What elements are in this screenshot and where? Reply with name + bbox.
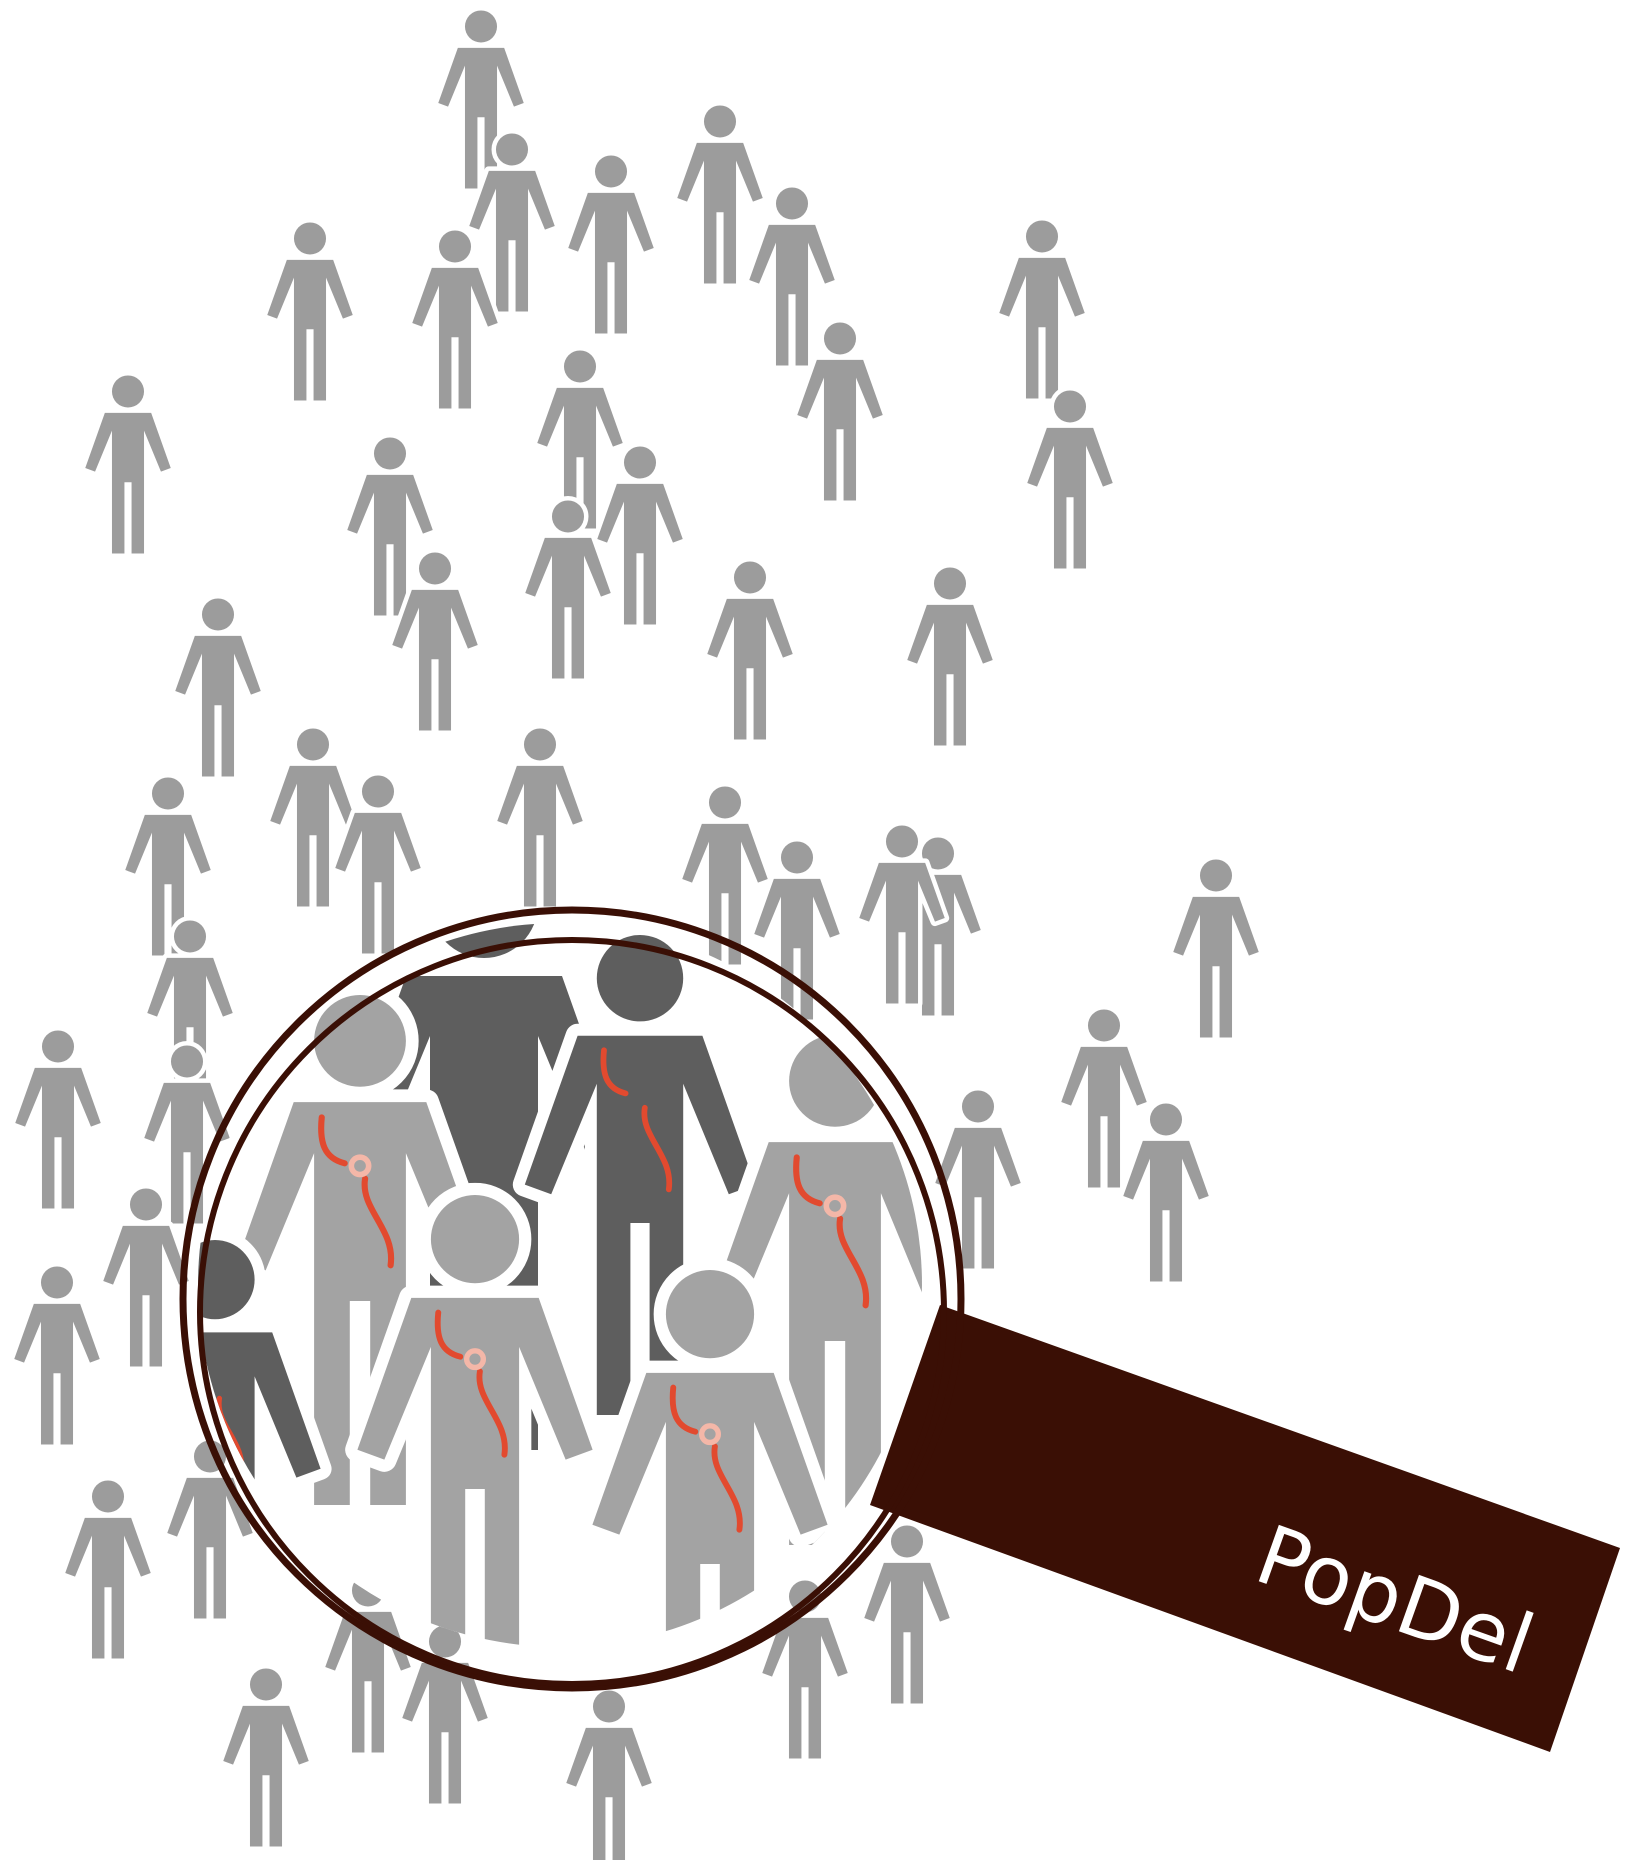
person-icon [167, 1440, 252, 1618]
lens-view [198, 923, 922, 1647]
chromosome-deletion-icon [600, 1047, 673, 1193]
chromosome-deletion-icon [318, 1114, 395, 1269]
person-icon [864, 1525, 949, 1703]
chromosome-deletion-icon [669, 1384, 743, 1533]
person-icon [1173, 859, 1258, 1037]
person-icon [1123, 1103, 1208, 1281]
person-icon [267, 222, 352, 400]
magnifier-handle: PopDel [870, 1305, 1620, 1752]
person-icon [223, 1668, 308, 1846]
person-icon [65, 1480, 150, 1658]
person-icon [907, 567, 992, 745]
person-icon [14, 1266, 99, 1444]
person-icon [568, 155, 653, 333]
magnifying-glass-icon [179, 906, 965, 1692]
person-icon [270, 728, 355, 906]
person-icon [412, 230, 497, 408]
person-icon [175, 598, 260, 776]
person-icon [999, 220, 1084, 398]
person-icon [707, 561, 792, 739]
person-icon [85, 375, 170, 553]
person-icon [15, 1030, 100, 1208]
person-icon [677, 105, 762, 283]
person-icon [497, 728, 582, 906]
chromosome-deletion-icon [793, 1154, 870, 1309]
chromosome-deletion-icon [434, 1309, 508, 1458]
person-icon [1027, 390, 1112, 568]
person-icon [566, 1690, 651, 1860]
person-icon [935, 1090, 1020, 1268]
